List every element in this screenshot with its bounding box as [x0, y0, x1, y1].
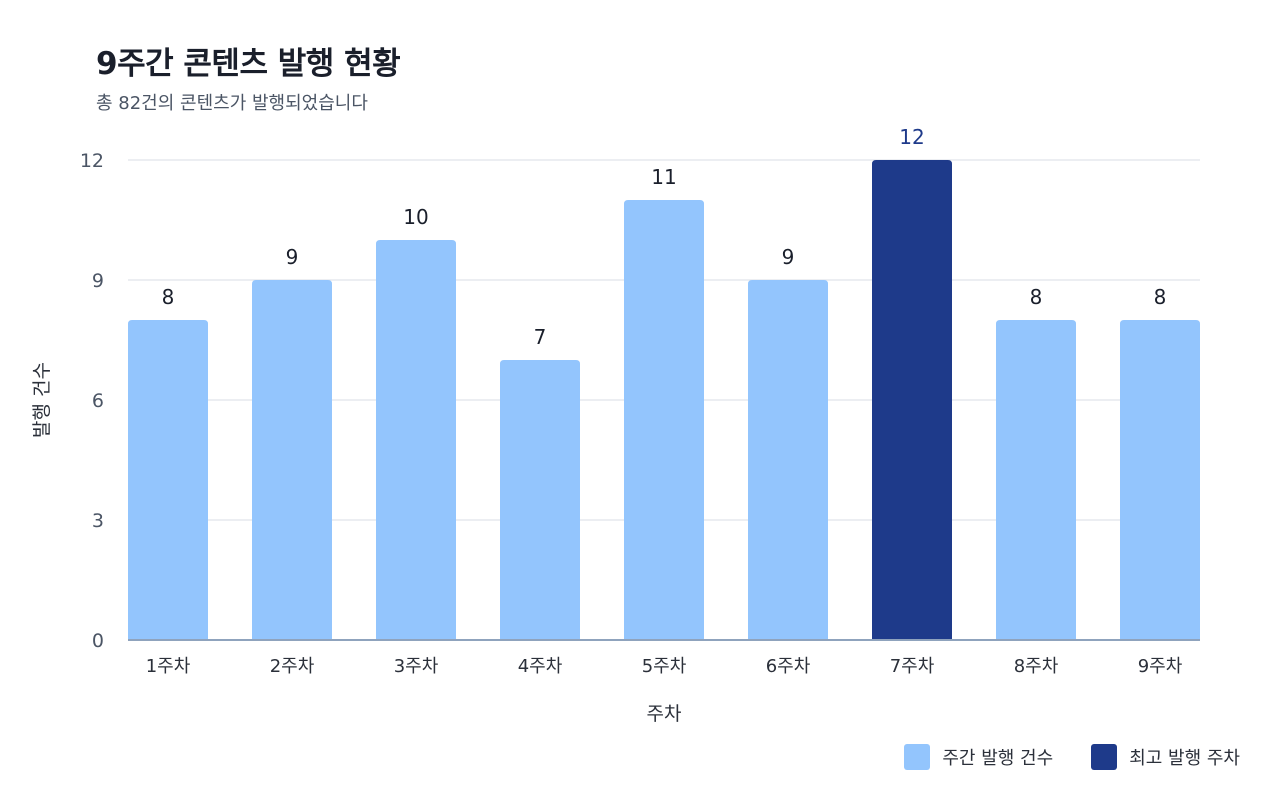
legend-item-weekly: 주간 발행 건수 [904, 744, 1053, 770]
bar-value-label: 9 [782, 245, 795, 269]
bar [500, 360, 580, 640]
legend-swatch-weekly [904, 744, 931, 770]
legend-label-weekly: 주간 발행 건수 [942, 748, 1054, 769]
x-tick-label: 6주차 [766, 656, 811, 677]
x-tick-label: 5주차 [642, 656, 687, 677]
y-tick-label: 6 [92, 390, 104, 412]
x-axis-title: 주차 [647, 703, 682, 725]
bar-value-label: 8 [1030, 285, 1043, 309]
bar [252, 280, 332, 640]
x-tick-label: 3주차 [394, 656, 439, 677]
bar-value-label: 10 [403, 205, 428, 229]
y-tick-label: 12 [80, 150, 104, 172]
bar-value-label: 12 [899, 125, 924, 149]
bar-value-label: 8 [1154, 285, 1167, 309]
y-tick-label: 0 [92, 630, 104, 652]
x-tick-label: 7주차 [890, 656, 935, 677]
chart-subtitle: 총 82건의 콘텐츠가 발행되었습니다 [96, 93, 368, 114]
y-tick-label: 3 [92, 510, 104, 532]
legend-swatch-highest [1091, 744, 1118, 770]
bar [748, 280, 828, 640]
legend-item-highest: 최고 발행 주차 [1091, 744, 1240, 770]
x-tick-label: 1주차 [146, 656, 191, 677]
bar-value-label: 11 [651, 165, 676, 189]
x-tick-label: 4주차 [518, 656, 563, 677]
x-tick-label: 8주차 [1014, 656, 1059, 677]
y-axis-title: 발행 건수 [31, 362, 53, 438]
x-tick-label: 9주차 [1138, 656, 1183, 677]
x-tick-label: 2주차 [270, 656, 315, 677]
chart-legend: 주간 발행 건수 최고 발행 주차 [904, 744, 1240, 770]
legend-label-highest: 최고 발행 주차 [1129, 748, 1240, 769]
bar [624, 200, 704, 640]
y-tick-label: 9 [92, 270, 104, 292]
chart-title: 9주간 콘텐츠 발행 현황 [96, 46, 401, 82]
bar [996, 320, 1076, 640]
bar [1120, 320, 1200, 640]
bar [128, 320, 208, 640]
bar-value-label: 7 [534, 325, 547, 349]
bar [376, 240, 456, 640]
bar [872, 160, 952, 640]
bar-value-label: 9 [286, 245, 299, 269]
bar-value-label: 8 [162, 285, 175, 309]
